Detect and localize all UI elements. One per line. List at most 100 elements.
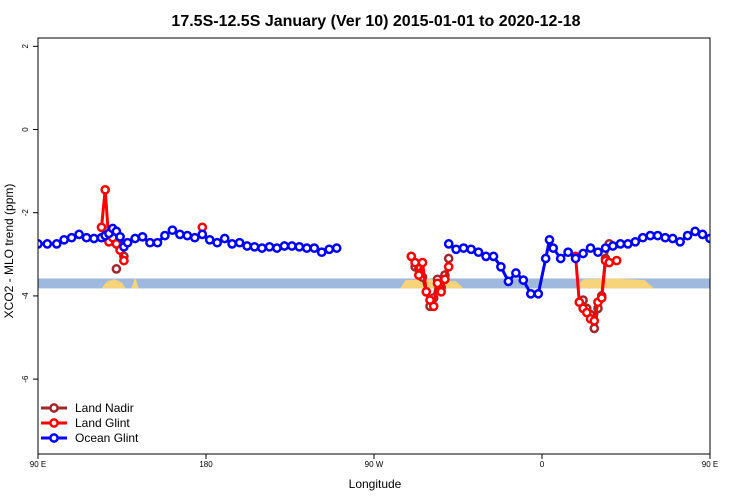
data-point (675, 236, 685, 247)
data-point (122, 237, 133, 248)
data-point (690, 226, 700, 237)
data-point (533, 288, 544, 299)
data-point (316, 247, 327, 258)
data-point (294, 241, 305, 252)
data-point (544, 234, 555, 245)
data-point (74, 229, 84, 240)
data-point (96, 222, 107, 233)
data-point (66, 232, 77, 243)
data-point (197, 229, 208, 240)
x-axis-label: Longitude (349, 477, 402, 491)
data-point (410, 257, 420, 268)
reference-band (38, 278, 710, 289)
data-point (589, 323, 600, 334)
data-point (428, 301, 439, 312)
chart-title: 17.5S-12.5S January (Ver 10) 2015-01-01 … (171, 13, 580, 30)
data-point (697, 229, 708, 240)
legend-label: Land Glint (75, 416, 130, 430)
data-point (637, 232, 648, 243)
data-point (51, 239, 62, 249)
data-point (667, 233, 678, 244)
data-point (578, 248, 588, 259)
data-point (324, 244, 335, 255)
data-point (511, 268, 521, 278)
legend-label: Ocean Glint (75, 431, 139, 445)
data-point (518, 275, 529, 285)
data-point (119, 255, 129, 266)
data-point (111, 264, 122, 274)
y-tick-label: 2 (21, 44, 30, 49)
y-tick-label: 0 (21, 127, 30, 132)
y-tick-label: -6 (21, 375, 30, 383)
data-point (100, 184, 111, 195)
data-point (652, 230, 663, 241)
data-point (488, 251, 499, 262)
data-point (115, 231, 125, 242)
data-point (660, 232, 671, 243)
plot-content (38, 184, 710, 334)
plot-area (38, 184, 710, 334)
data-point (81, 232, 92, 243)
x-tick-label: 90 W (365, 460, 384, 469)
data-point (145, 237, 155, 248)
data-point (503, 276, 514, 287)
data-point (432, 278, 443, 289)
data-point (264, 241, 275, 252)
y-tick-label: -4 (21, 292, 30, 300)
land-fraction-fill (575, 278, 654, 289)
data-point (227, 239, 237, 249)
data-point (130, 233, 140, 244)
data-point (257, 243, 267, 253)
x-tick-label: 180 (199, 460, 213, 469)
data-point (137, 231, 148, 242)
data-point (682, 230, 693, 241)
data-point (152, 237, 163, 248)
data-point (443, 261, 454, 272)
data-point (413, 270, 424, 280)
legend-label: Land Nadir (75, 401, 134, 415)
data-point (219, 233, 230, 244)
data-point (615, 239, 626, 249)
data-point (555, 253, 566, 264)
data-point (160, 230, 170, 241)
data-point (42, 239, 53, 249)
data-point (436, 286, 447, 297)
data-point (242, 241, 252, 251)
data-point (189, 232, 200, 243)
data-point (458, 243, 469, 253)
data-point (309, 243, 320, 253)
data-point (287, 241, 297, 251)
data-point (496, 261, 506, 272)
data-point (705, 233, 710, 244)
data-point (331, 243, 342, 253)
data-point (473, 247, 484, 258)
data-point (167, 225, 178, 236)
data-point (89, 233, 99, 244)
data-point (645, 230, 656, 241)
data-point (563, 247, 573, 258)
data-point (570, 253, 581, 264)
data-point (249, 241, 260, 252)
data-point (59, 234, 69, 245)
data-point (272, 243, 282, 253)
data-point (279, 241, 290, 251)
data-point (630, 236, 641, 247)
y-tick-label: -2 (21, 209, 30, 217)
y-axis: 2 0 -2 -4 -6 (21, 44, 38, 383)
x-tick-label: 90 E (702, 460, 718, 469)
data-point (234, 237, 245, 248)
data-point (443, 253, 454, 264)
legend-marker (49, 418, 59, 428)
data-point (593, 247, 603, 258)
data-point (417, 257, 428, 268)
data-point (443, 239, 454, 249)
y-axis-label: XCO2 - MLO trend (ppm) (2, 184, 16, 319)
data-point (540, 253, 551, 264)
x-tick-label: 0 (540, 460, 545, 469)
data-point (608, 241, 618, 251)
data-point (604, 257, 615, 268)
data-point (611, 255, 622, 266)
data-point (481, 251, 491, 262)
